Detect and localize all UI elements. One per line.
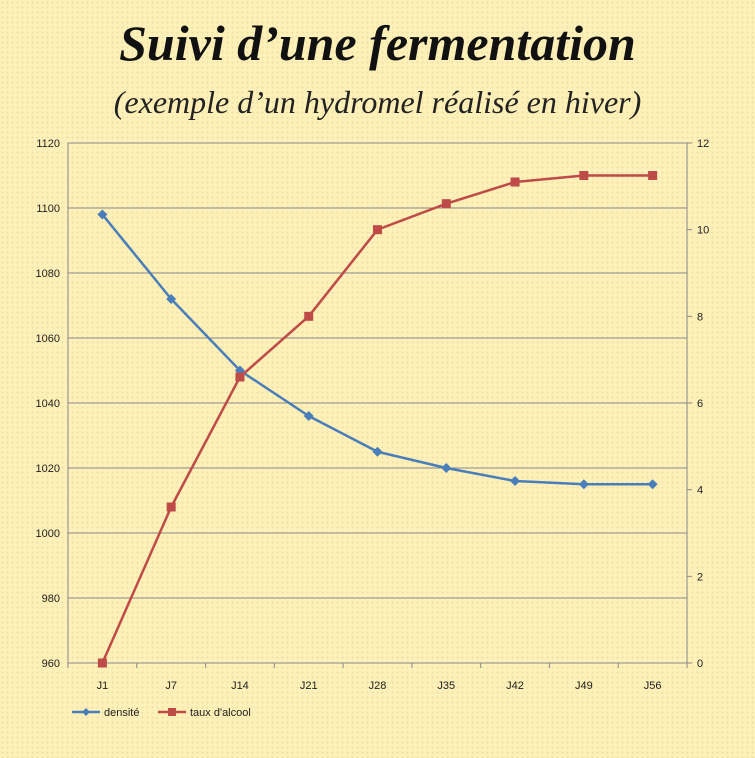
data-point	[441, 199, 451, 209]
series-line-1	[101, 174, 653, 664]
y-left-tick-label: 980	[42, 593, 60, 605]
y-right-tick-label: 0	[697, 658, 703, 670]
y-right-tick-label: 12	[697, 138, 709, 150]
data-point	[578, 479, 589, 490]
data-point	[579, 171, 589, 180]
data-point	[373, 225, 382, 235]
x-tick-label: J1	[97, 680, 109, 692]
data-point	[97, 209, 108, 220]
data-point	[166, 502, 176, 512]
x-tick-label: J28	[369, 680, 387, 692]
chart-subtitle: (exemple d’un hydromel réalisé en hiver)	[113, 84, 642, 120]
legend: densité taux d'alcool	[72, 707, 251, 719]
data-point	[304, 311, 314, 321]
x-tick-label: J49	[575, 680, 593, 692]
x-tick-label: J35	[437, 680, 455, 692]
y-left-tick-label: 1100	[36, 203, 60, 215]
data-point	[647, 479, 658, 490]
x-tick-label: J56	[644, 680, 662, 692]
data-point	[97, 658, 107, 668]
data-point	[510, 177, 520, 187]
data-point	[372, 446, 383, 457]
y-right-tick-label: 2	[697, 571, 703, 583]
y-right-tick-label: 4	[697, 485, 703, 497]
y-left-tick-label: 1060	[36, 333, 60, 345]
data-point	[166, 294, 177, 304]
data-point	[510, 476, 521, 486]
chart-title: Suivi d’une fermentation	[119, 15, 636, 71]
axes: 960 980 1000 1020 1040 1060 1080 1100 1120 0 2 4 6 8 1…	[36, 138, 710, 692]
data-point	[648, 171, 658, 180]
y-left-tick-label: 1020	[36, 463, 60, 475]
y-right-tick-label: 8	[697, 311, 703, 323]
y-left-tick-label: 1000	[36, 528, 60, 540]
y-left-tick-label: 960	[42, 658, 60, 670]
legend-marker	[168, 708, 176, 716]
legend-marker	[82, 708, 90, 716]
y-left-tick-label: 1080	[36, 268, 60, 280]
x-tick-label: J21	[300, 680, 318, 692]
x-tick-label: J42	[506, 680, 524, 692]
y-right-tick-label: 10	[697, 225, 709, 237]
y-right-tick-label: 6	[697, 398, 703, 410]
legend-label: densité	[104, 707, 139, 719]
x-tick-label: J14	[231, 680, 249, 692]
y-left-tick-label: 1040	[36, 398, 60, 410]
x-tick-label: J7	[165, 680, 177, 692]
legend-label: taux d'alcool	[190, 707, 251, 719]
series-line-0	[101, 213, 653, 486]
series	[97, 171, 658, 668]
data-point	[235, 372, 245, 382]
data-point	[303, 411, 314, 421]
data-point	[441, 463, 452, 473]
y-left-tick-label: 1120	[36, 138, 60, 150]
gridlines	[68, 142, 687, 664]
